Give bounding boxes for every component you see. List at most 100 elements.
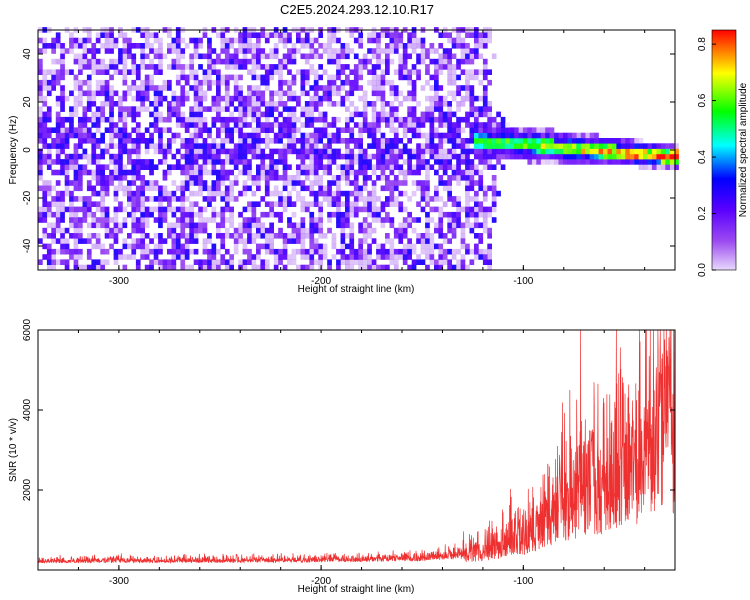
spectrogram-cell xyxy=(122,37,128,44)
spectrogram-cell xyxy=(460,138,466,144)
spectrogram-cell xyxy=(389,143,395,149)
spectrogram-cell xyxy=(549,132,555,139)
spectrogram-cell xyxy=(78,58,83,65)
spectrogram-cell xyxy=(331,175,337,181)
spectrogram-cell xyxy=(393,264,399,271)
spectrogram-cell xyxy=(371,196,377,202)
spectrogram-cell xyxy=(540,159,546,165)
spectrogram-cell xyxy=(425,222,430,229)
spectrogram-cell xyxy=(42,74,48,81)
spectrogram-cell xyxy=(509,143,515,149)
spectrogram-cell xyxy=(505,148,510,155)
spectrogram-cell xyxy=(496,138,501,144)
spectrogram-cell xyxy=(118,180,123,186)
spectrogram-cell xyxy=(78,206,83,213)
spectrogram-cell xyxy=(171,254,177,260)
spectrogram-cell xyxy=(207,196,212,202)
spectrogram-cell xyxy=(135,159,141,165)
spectrogram-cell xyxy=(349,111,355,118)
spectrogram-cell xyxy=(385,233,390,239)
spectrogram-cell xyxy=(256,180,261,186)
spectrogram-cell xyxy=(402,222,408,229)
spectrogram-cell xyxy=(149,206,154,213)
spectrogram-cell xyxy=(113,222,119,229)
spectrogram-cell xyxy=(264,180,270,186)
spectrogram-cell xyxy=(656,164,662,170)
spectrogram-cell xyxy=(438,259,444,265)
spectrogram-cell xyxy=(291,48,297,54)
spectrogram-cell xyxy=(256,254,261,260)
spectrogram-cell xyxy=(238,190,243,197)
spectrogram-cell xyxy=(349,138,355,144)
spectrogram-cell xyxy=(127,37,132,44)
spectrogram-cell xyxy=(118,101,123,107)
spectrogram-cell xyxy=(189,169,194,176)
spectrogram-cell xyxy=(429,143,435,149)
spectrogram-cell xyxy=(340,138,346,144)
spectrogram-cell xyxy=(474,169,479,176)
spectrogram-cell xyxy=(607,148,613,155)
spectrogram-cell xyxy=(411,85,417,91)
spectrogram-cell xyxy=(291,132,297,139)
spectrogram-cell xyxy=(135,111,141,118)
spectrogram-cell xyxy=(469,169,475,176)
spectrogram-cell xyxy=(482,143,488,149)
spectrogram-cell xyxy=(393,132,399,139)
spectrogram-cell xyxy=(95,238,101,244)
spectrogram-cell xyxy=(487,248,492,255)
spectrogram-cell xyxy=(189,217,194,223)
spectrogram-cell xyxy=(193,233,199,239)
spectrogram-cell xyxy=(362,90,368,97)
spectrogram-cell xyxy=(100,138,105,144)
spectrogram-cell xyxy=(345,243,350,250)
spectrogram-cell xyxy=(118,111,123,118)
spectrogram-cell xyxy=(376,159,381,165)
spectrogram-cell xyxy=(113,43,119,49)
spectrogram-cell xyxy=(86,90,92,97)
spectrogram-cell xyxy=(273,90,279,97)
spectrogram-cell xyxy=(55,153,61,160)
spectrogram-cell xyxy=(318,132,323,139)
spectrogram-cell xyxy=(469,211,475,218)
spectrogram-cell xyxy=(291,185,297,192)
spectrogram-cell xyxy=(229,264,234,271)
spectrogram-cell xyxy=(425,248,430,255)
spectrogram-cell xyxy=(554,138,559,144)
spectrogram-cell xyxy=(380,58,386,65)
spectrogram-cell xyxy=(78,101,83,107)
spectrogram-cell xyxy=(474,180,479,186)
spectrogram-cell xyxy=(353,138,359,144)
spectrogram-cell xyxy=(175,43,181,49)
spectrogram-cell xyxy=(211,48,217,54)
spectrogram-cell xyxy=(95,201,101,207)
spectrogram-cell xyxy=(238,227,243,234)
spectrogram-cell xyxy=(144,185,150,192)
spectrogram-cell xyxy=(242,227,248,234)
spectrogram-cell xyxy=(140,85,145,91)
spectrogram-cell xyxy=(216,190,221,197)
spectrogram-cell xyxy=(38,111,43,118)
spectrogram-cell xyxy=(113,58,119,65)
spectrogram-cell xyxy=(478,53,484,60)
spectrogram-cell xyxy=(198,122,203,128)
spectrogram-cell xyxy=(264,53,270,60)
spectrogram-cell xyxy=(273,43,279,49)
spectrogram-cell xyxy=(438,101,444,107)
spectrogram-cell xyxy=(69,127,74,133)
spectrogram-cell xyxy=(442,185,448,192)
spectrogram-cell xyxy=(260,127,266,133)
spectrogram-cell xyxy=(216,58,221,65)
spectrogram-cell xyxy=(545,127,550,133)
spectrogram-cell xyxy=(607,143,613,149)
spectrogram-cell xyxy=(140,238,145,244)
spectrogram-cell xyxy=(202,95,208,102)
spectrogram-cell xyxy=(42,101,48,107)
spectrogram-cell xyxy=(86,32,92,38)
spectrogram-cell xyxy=(233,248,239,255)
spectrogram-cell xyxy=(100,201,105,207)
spectrogram-cell xyxy=(487,233,492,239)
spectrogram-cell xyxy=(465,74,470,81)
spectrogram-cell xyxy=(438,53,444,60)
spectrogram-cell xyxy=(429,127,435,133)
